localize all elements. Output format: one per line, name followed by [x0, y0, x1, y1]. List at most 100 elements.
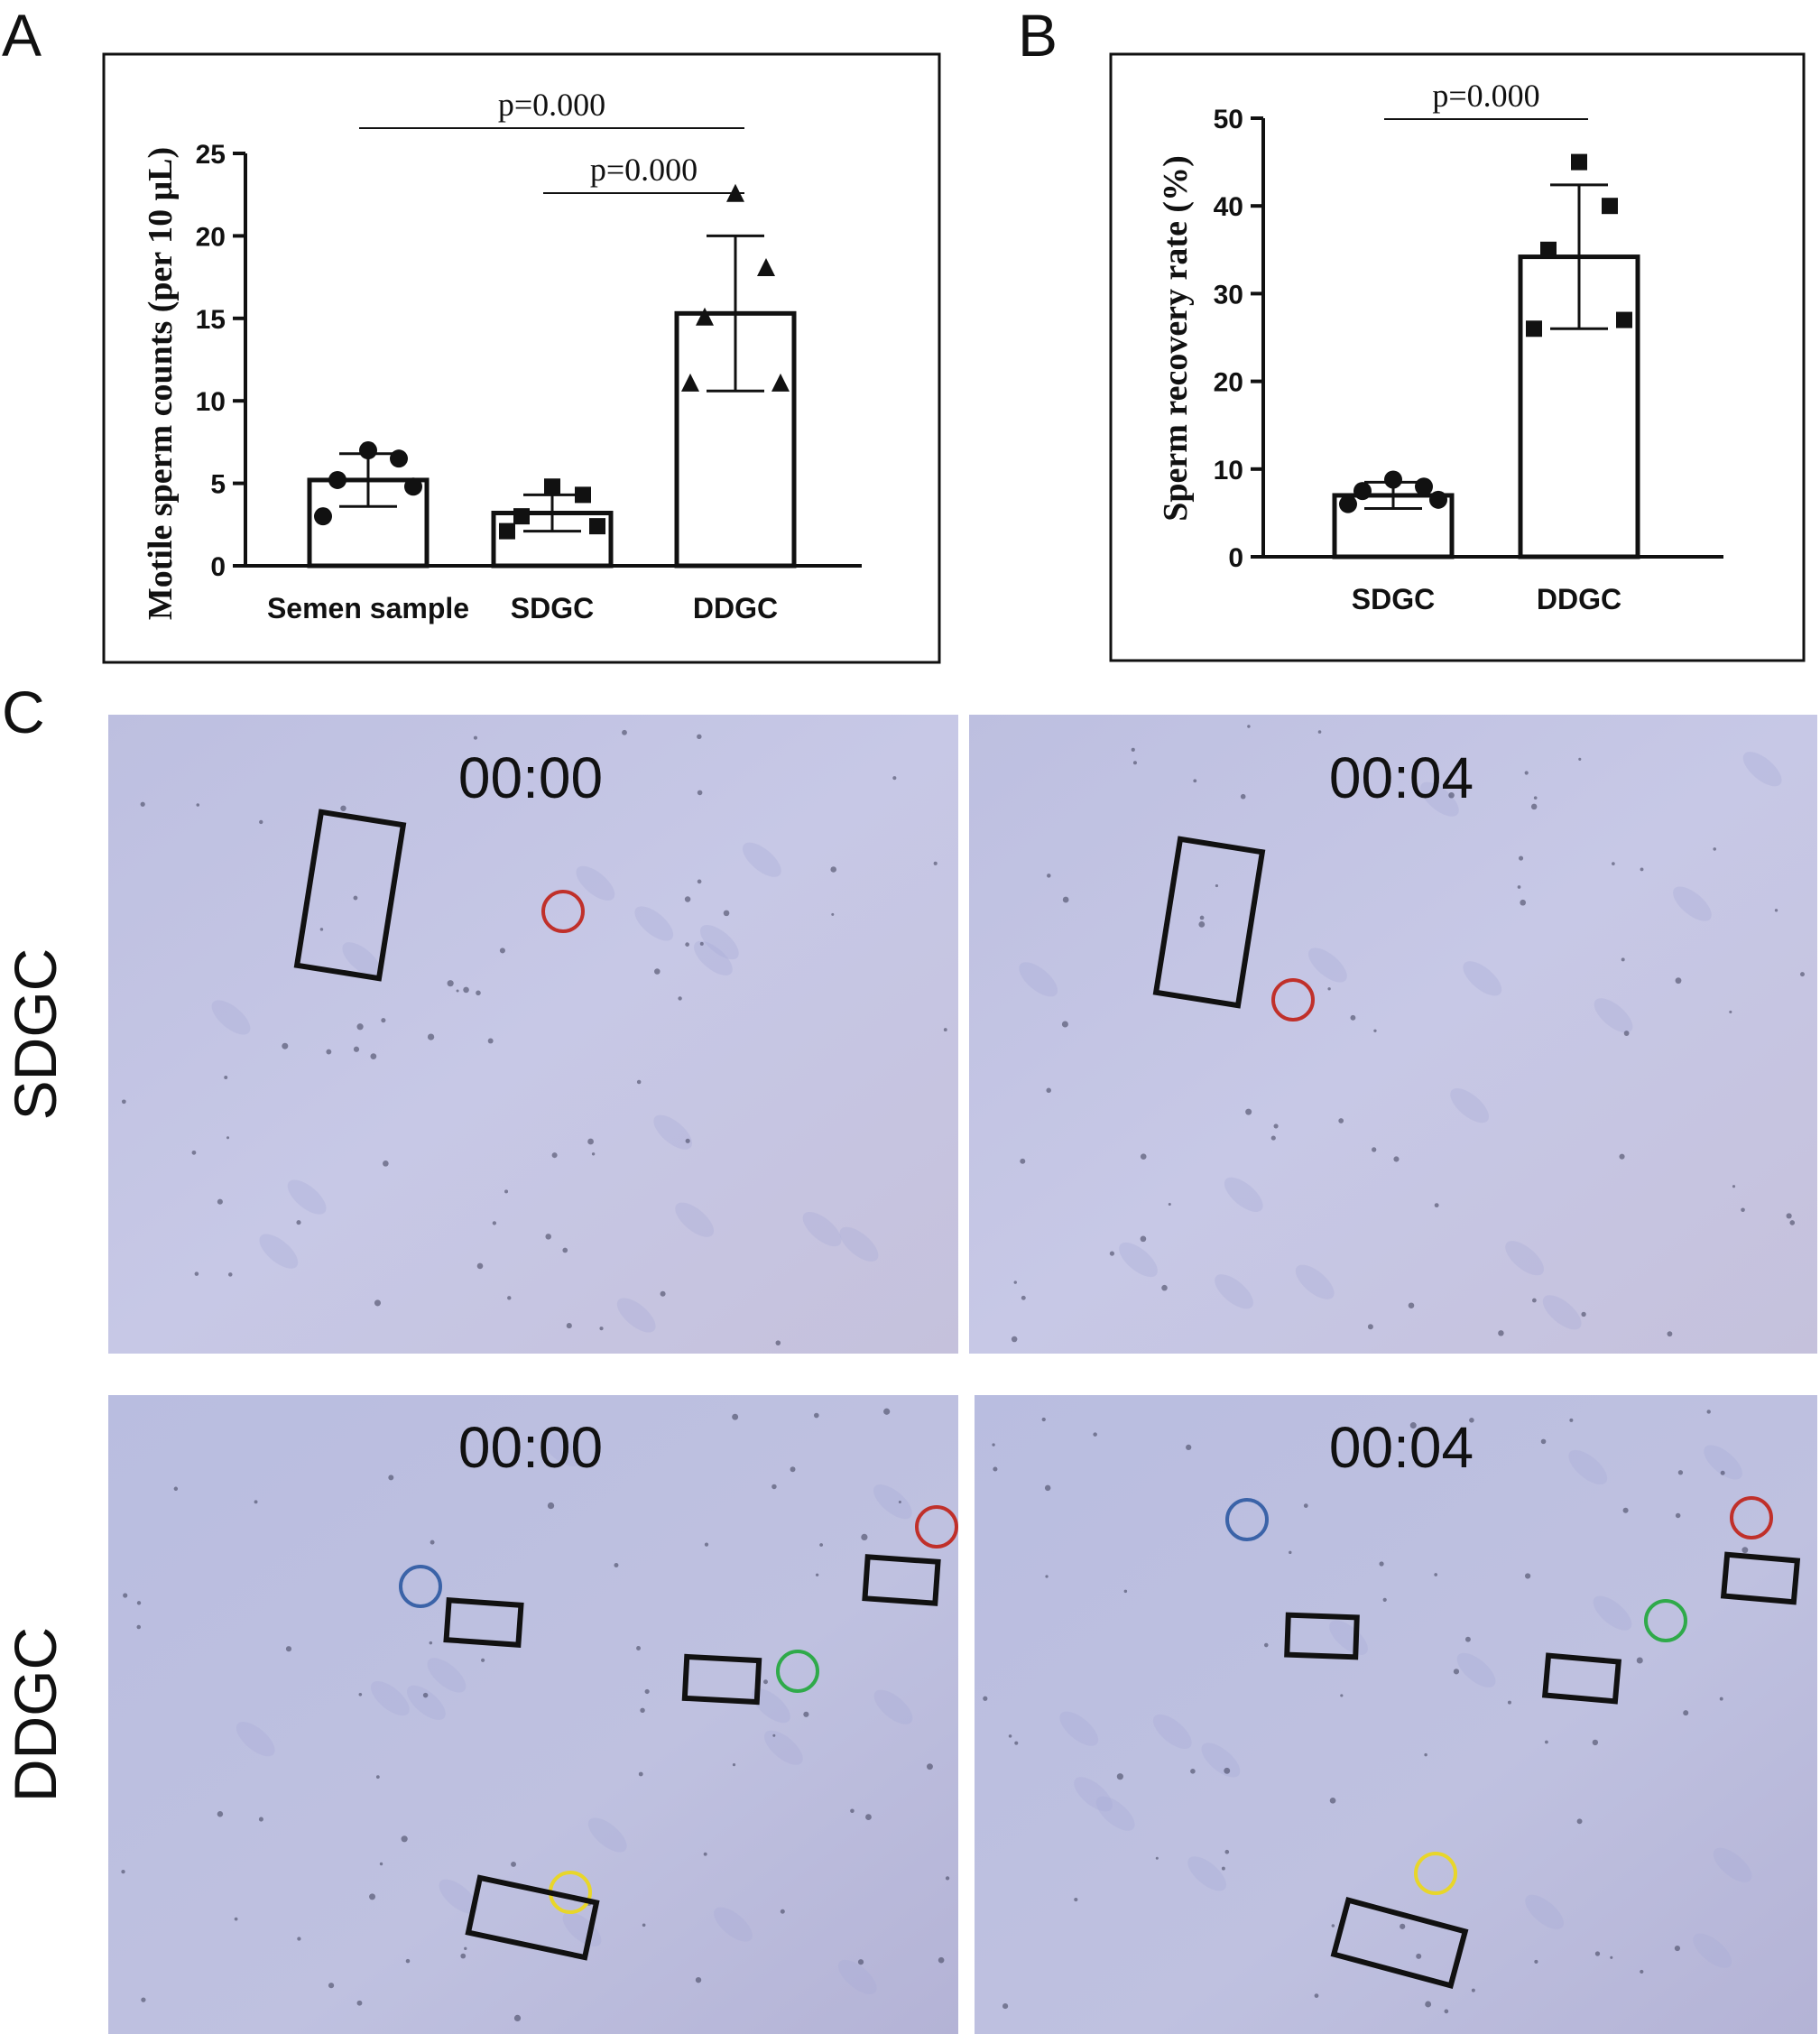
data-point	[359, 441, 377, 460]
sperm-speck	[1221, 1866, 1225, 1871]
sperm-speck	[481, 1658, 485, 1662]
sperm-speck	[1093, 1432, 1097, 1437]
sperm-speck	[1640, 1969, 1644, 1974]
data-point	[328, 470, 346, 489]
sperm-speck	[1109, 1251, 1114, 1256]
sperm-speck	[487, 1038, 494, 1044]
background-shade	[1119, 1242, 1158, 1278]
background-shade	[1463, 961, 1502, 996]
sperm-speck	[1619, 1153, 1625, 1160]
sperm-speck	[566, 1323, 572, 1329]
sperm-speck	[1263, 1642, 1269, 1648]
sperm-speck	[1131, 747, 1135, 752]
background-shade	[1704, 1445, 1742, 1480]
background-shade	[837, 1959, 877, 1995]
sperm-speck	[861, 1533, 868, 1541]
category-label: Semen sample	[267, 592, 469, 624]
sperm-speck	[813, 1412, 819, 1419]
data-point	[771, 373, 790, 392]
sperm-speck	[587, 1138, 594, 1145]
y-tick-label: 10	[1214, 456, 1243, 485]
sperm-speck	[328, 1983, 335, 1989]
sperm-speck	[1273, 1123, 1279, 1129]
sperm-speck	[504, 1189, 509, 1194]
tracking-box	[681, 1653, 762, 1706]
sperm-speck	[1186, 1444, 1192, 1451]
background-shade	[1568, 1449, 1608, 1485]
sperm-speck	[258, 1817, 263, 1822]
data-point	[1526, 320, 1542, 337]
sperm-speck	[1013, 1280, 1017, 1284]
sperm-speck	[850, 1808, 855, 1814]
tracking-circle-red	[1730, 1496, 1773, 1539]
y-tick-label: 15	[196, 305, 226, 335]
sperm-speck	[217, 1198, 223, 1205]
sperm-speck	[938, 1956, 945, 1964]
background-shade	[839, 1226, 879, 1262]
sperm-speck	[507, 1296, 512, 1300]
sperm-speck	[405, 1958, 411, 1964]
sperm-speck	[1338, 1118, 1344, 1123]
sperm-speck	[319, 928, 324, 931]
sperm-speck	[819, 1543, 824, 1547]
sperm-speck	[732, 1413, 739, 1420]
sperm-speck	[1545, 1740, 1548, 1744]
sperm-speck	[695, 1977, 702, 1983]
sperm-speck	[1270, 1135, 1276, 1141]
sperm-speck	[513, 2014, 522, 2022]
sperm-speck	[224, 1076, 228, 1079]
sperm-speck	[1327, 987, 1331, 991]
data-point	[1616, 311, 1632, 328]
sperm-speck	[1409, 1422, 1417, 1429]
sperm-speck	[1190, 1768, 1196, 1774]
sperm-speck	[1789, 1220, 1796, 1225]
background-shade	[1542, 1295, 1582, 1330]
y-tick-label: 30	[1214, 280, 1243, 310]
sperm-speck	[1667, 1331, 1673, 1337]
data-point	[513, 508, 530, 525]
sperm-speck	[460, 1953, 467, 1959]
sperm-speck	[422, 1692, 429, 1698]
sperm-speck	[883, 1408, 891, 1415]
sperm-speck	[1240, 793, 1246, 800]
sperm-speck	[259, 819, 263, 825]
sperm-speck	[1519, 855, 1524, 861]
sperm-speck	[1020, 1158, 1026, 1164]
sperm-speck	[1729, 1010, 1732, 1013]
background-shade	[1059, 1711, 1099, 1746]
timestamp-ddgc-start: 00:00	[458, 1415, 603, 1480]
tracking-box	[1152, 836, 1266, 1009]
sperm-speck	[993, 1466, 998, 1472]
background-shade	[1074, 1777, 1113, 1812]
background-shade	[653, 1114, 693, 1150]
sperm-speck	[771, 1484, 777, 1490]
sperm-speck	[1677, 1470, 1684, 1475]
background-shade	[427, 1658, 467, 1693]
sperm-speck	[599, 1327, 604, 1331]
sperm-speck	[1416, 1953, 1422, 1959]
sperm-speck	[1245, 1108, 1252, 1115]
sperm-speck	[1741, 1207, 1745, 1212]
background-shade	[1187, 1856, 1227, 1891]
data-point	[757, 257, 775, 276]
sperm-speck	[1520, 899, 1527, 906]
sperm-speck	[723, 910, 730, 917]
background-shade	[764, 1730, 803, 1765]
sperm-speck	[927, 1763, 933, 1771]
sperm-speck	[547, 1502, 555, 1510]
background-shade	[1594, 998, 1633, 1033]
sperm-speck	[1317, 730, 1322, 734]
y-tick-label: 10	[196, 387, 226, 417]
sperm-speck	[511, 1861, 516, 1867]
sperm-speck	[1621, 957, 1625, 962]
y-tick-label: 50	[1214, 105, 1243, 134]
sperm-speck	[297, 1937, 301, 1941]
sperm-speck	[234, 1917, 238, 1921]
background-shade	[616, 1298, 656, 1333]
sperm-speck	[933, 861, 938, 865]
background-shade	[694, 940, 733, 975]
sperm-speck	[644, 1688, 650, 1695]
data-point	[1384, 470, 1402, 489]
timestamp-ddgc-end: 00:04	[1329, 1415, 1474, 1480]
sperm-speck	[992, 1443, 995, 1447]
